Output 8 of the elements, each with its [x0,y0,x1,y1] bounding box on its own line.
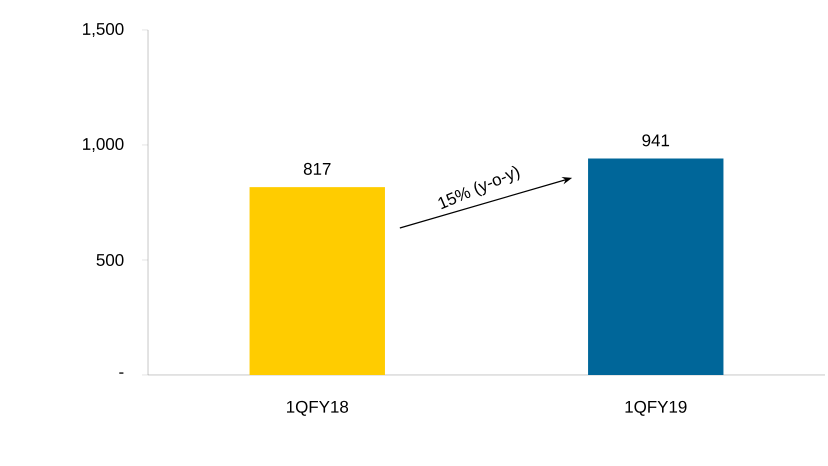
y-tick-label: 500 [96,254,124,266]
x-tick-label: 1QFY19 [626,400,686,416]
y-tick-label: - [119,372,124,374]
y-tick-label: 1,000 [83,138,124,152]
data-label: 817 [304,162,331,175]
data-label: 941 [642,134,670,146]
x-tick-label: 1QFY18 [287,400,348,416]
y-tick-label: 1,500 [83,22,124,37]
